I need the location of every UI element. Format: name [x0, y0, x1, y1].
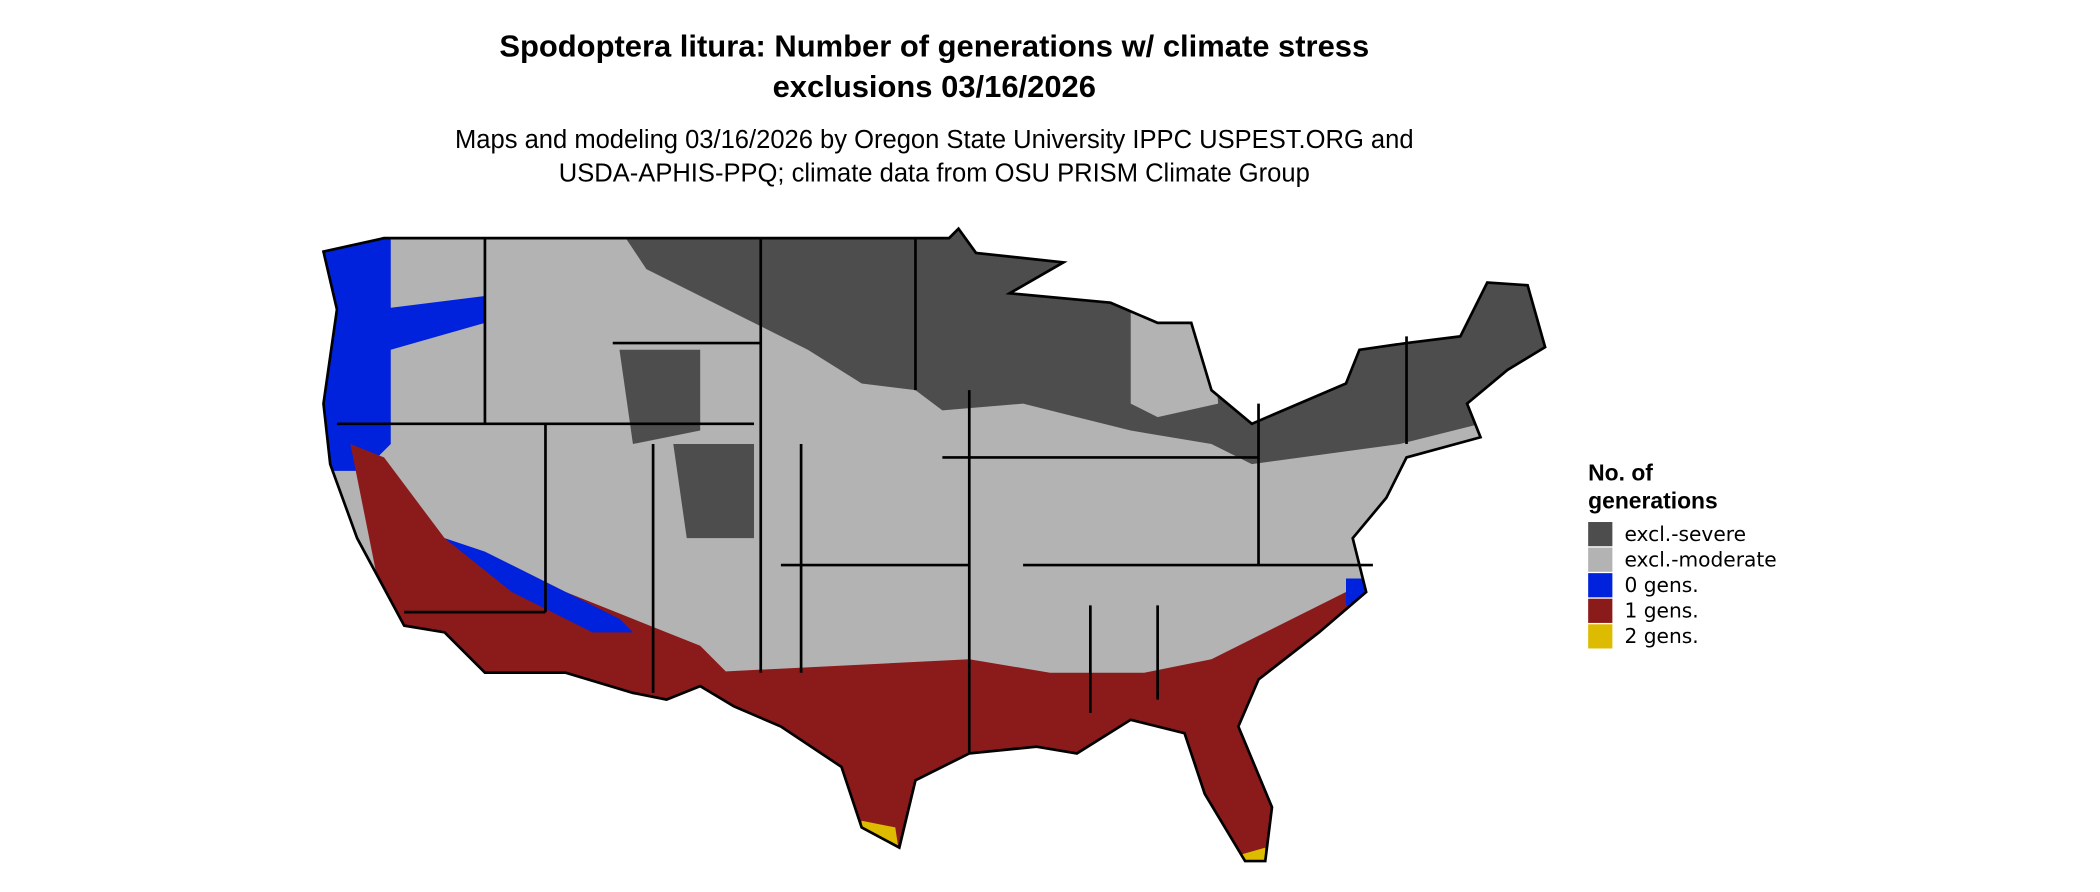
- subtitle-line: Maps and modeling 03/16/2026 by Oregon S…: [455, 126, 1414, 154]
- legend: No. of generations excl.-severeexcl.-mod…: [1588, 459, 1777, 649]
- legend-label: 0 gens.: [1624, 573, 1698, 597]
- legend-title: generations: [1588, 488, 1718, 514]
- region: [861, 820, 1266, 862]
- title-line: exclusions 03/16/2026: [773, 69, 1096, 104]
- state-line: [336, 238, 1408, 754]
- region: [444, 538, 633, 633]
- region: [323, 228, 485, 471]
- legend-label: 1 gens.: [1624, 599, 1698, 623]
- map: [323, 228, 1546, 862]
- legend-swatch: [1588, 522, 1613, 547]
- subtitle-line: USDA-APHIS-PPQ; climate data from OSU PR…: [559, 160, 1310, 188]
- legend-label: excl.-severe: [1624, 522, 1746, 546]
- legend-swatch: [1588, 598, 1613, 623]
- legend-title: No. of: [1588, 459, 1653, 485]
- region: [1130, 309, 1219, 418]
- legend-swatch: [1588, 547, 1613, 572]
- legend-swatch: [1588, 573, 1613, 598]
- region: [1345, 578, 1373, 606]
- title-line: Spodoptera litura: Number of generations…: [499, 29, 1369, 64]
- state-borders: [322, 227, 1547, 863]
- legend-label: 2 gens.: [1624, 624, 1698, 648]
- legend-swatch: [1588, 624, 1613, 649]
- legend-label: excl.-moderate: [1624, 547, 1776, 571]
